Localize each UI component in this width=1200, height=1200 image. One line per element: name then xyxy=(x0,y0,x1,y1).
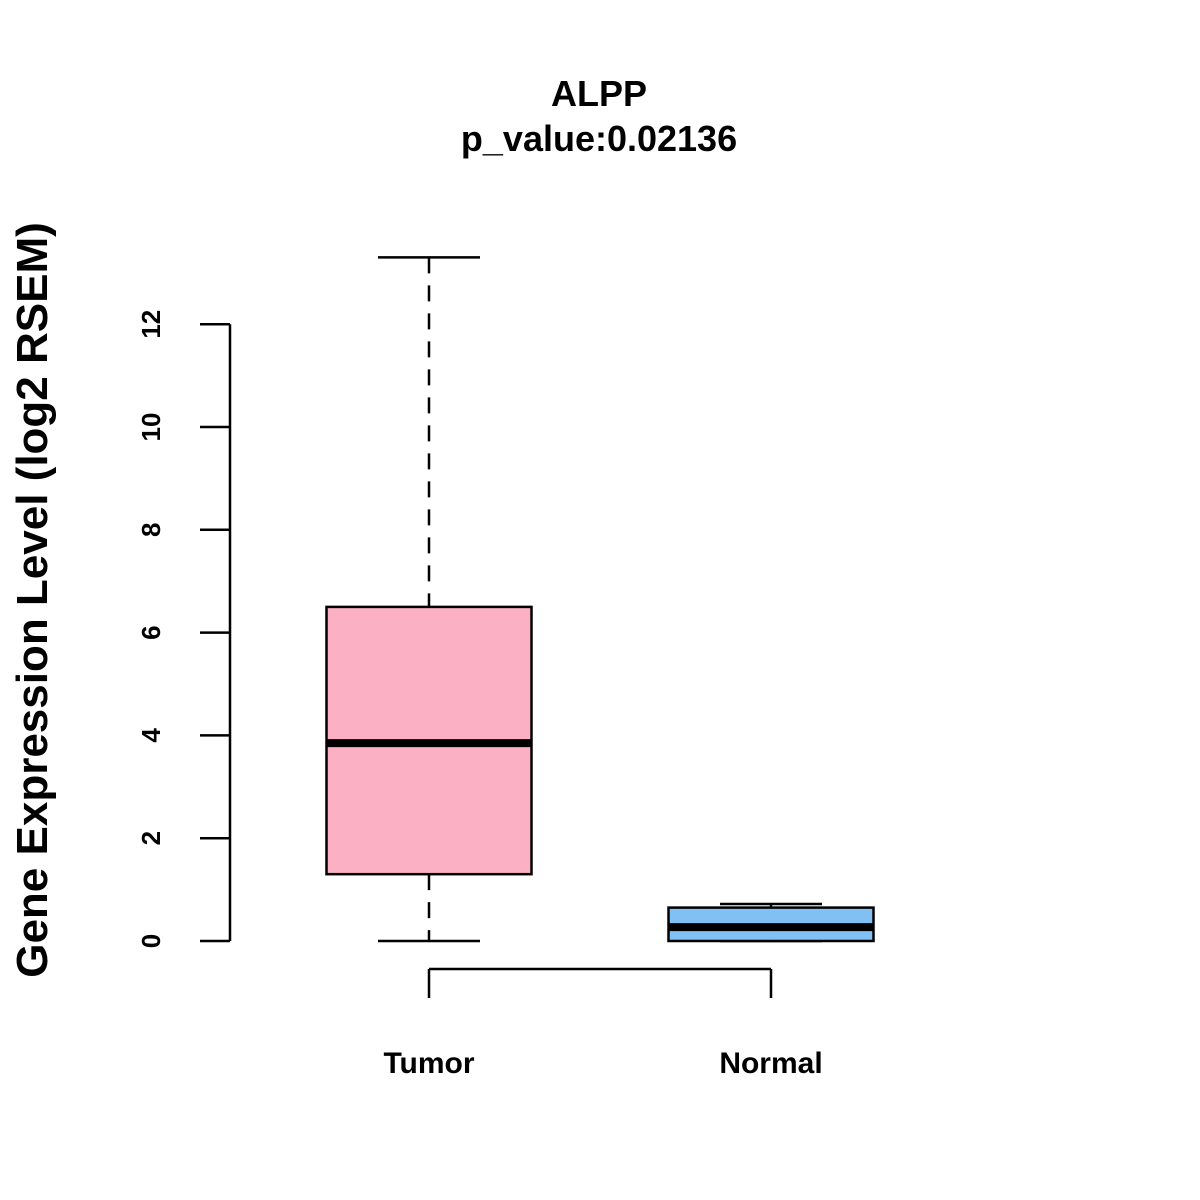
y-tick-label: 12 xyxy=(136,310,166,339)
chart-subtitle: p_value:0.02136 xyxy=(461,118,737,159)
x-tick-label-tumor: Tumor xyxy=(383,1047,474,1080)
y-tick-label: 8 xyxy=(136,523,166,537)
y-tick-label: 2 xyxy=(136,831,166,845)
y-tick-label: 0 xyxy=(136,934,166,948)
box-tumor xyxy=(325,256,533,943)
x-tick-label-normal: Normal xyxy=(719,1047,822,1080)
y-tick-label: 10 xyxy=(136,413,166,442)
x-axis: Tumor Normal xyxy=(383,967,823,1080)
box-normal xyxy=(667,902,875,943)
y-tick-label: 6 xyxy=(136,625,166,639)
chart-title: ALPP xyxy=(551,73,647,114)
boxes-group xyxy=(325,256,875,943)
y-axis: 0 2 4 6 8 10 12 xyxy=(136,310,232,948)
y-axis-label: Gene Expression Level (log2 RSEM) xyxy=(8,222,57,978)
y-tick-label: 4 xyxy=(136,728,166,743)
